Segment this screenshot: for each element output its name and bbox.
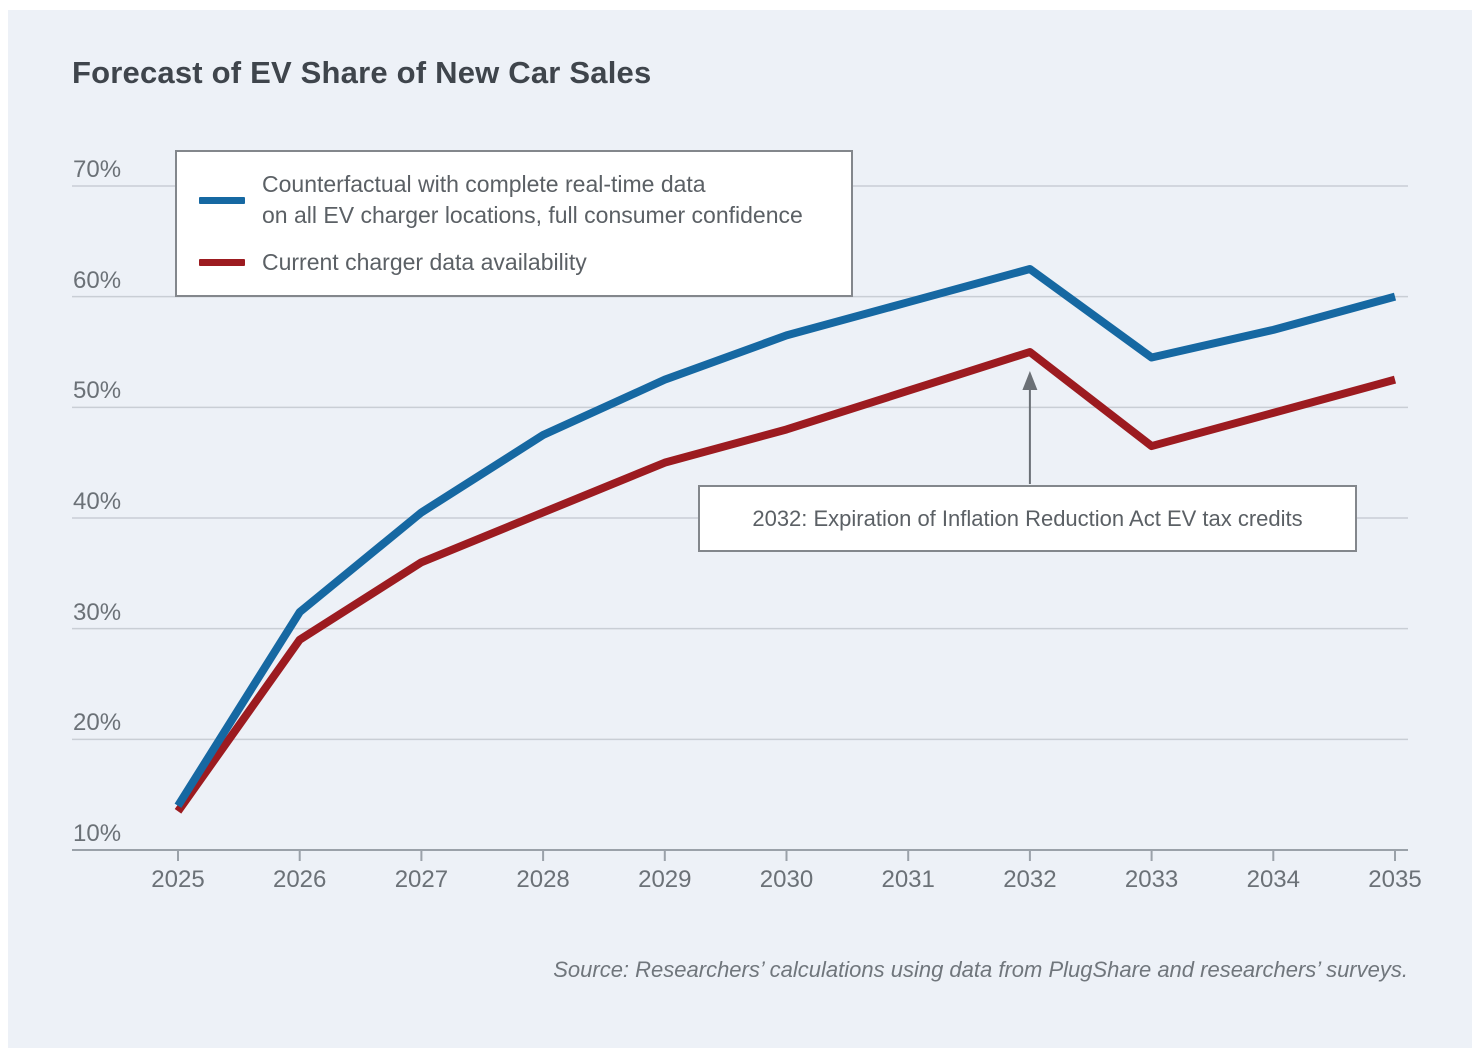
- legend-line-swatch-blue: [199, 196, 245, 204]
- x-axis-label-2034: 2034: [1246, 866, 1300, 893]
- legend-box: Counterfactual with complete real-time d…: [175, 150, 853, 297]
- x-axis-label-2029: 2029: [638, 866, 692, 893]
- page-title: Forecast of EV Share of New Car Sales: [72, 55, 652, 90]
- legend-label-line1: Current charger data availability: [262, 248, 587, 275]
- legend-line-swatch-red: [199, 258, 245, 266]
- x-axis-label-2030: 2030: [759, 866, 814, 893]
- y-axis-label-30: 30%: [73, 598, 122, 626]
- x-axis-label-2027: 2027: [394, 866, 449, 893]
- y-axis-label-40: 40%: [73, 488, 122, 515]
- y-axis-label-20: 20%: [73, 709, 122, 737]
- y-axis-label-60: 60%: [73, 266, 122, 294]
- legend-label-counterfactual: Counterfactual with complete real-time d…: [262, 169, 803, 231]
- legend-label-current: Current charger data availability: [262, 247, 587, 278]
- x-axis-label-2028: 2028: [516, 866, 570, 893]
- legend-item-counterfactual: Counterfactual with complete real-time d…: [199, 169, 851, 231]
- y-axis-label-50: 50%: [73, 377, 122, 405]
- annotation-arrowhead: [1022, 371, 1038, 390]
- x-axis-label-2026: 2026: [272, 866, 327, 893]
- x-axis-label-2035: 2035: [1368, 866, 1422, 893]
- source-note: Source: Researchers’ calculations using …: [553, 957, 1408, 982]
- annotation-box: 2032: Expiration of Inflation Reduction …: [698, 485, 1357, 552]
- y-axis-label-10: 10%: [73, 820, 122, 847]
- legend-label-line2: on all EV charger locations, full consum…: [262, 202, 803, 229]
- x-axis-label-2033: 2033: [1124, 866, 1179, 893]
- legend-label-line1: Counterfactual with complete real-time d…: [262, 171, 706, 198]
- x-axis-label-2025: 2025: [151, 866, 205, 893]
- x-axis-label-2032: 2032: [1003, 866, 1057, 893]
- series-line-counterfactual: [174, 265, 1397, 808]
- legend-item-current: Current charger data availability: [199, 247, 851, 278]
- series-line-current: [174, 348, 1397, 814]
- x-axis-label-2031: 2031: [881, 866, 935, 893]
- y-axis-label-70: 70%: [73, 156, 122, 183]
- annotation-text: 2032: Expiration of Inflation Reduction …: [752, 505, 1303, 531]
